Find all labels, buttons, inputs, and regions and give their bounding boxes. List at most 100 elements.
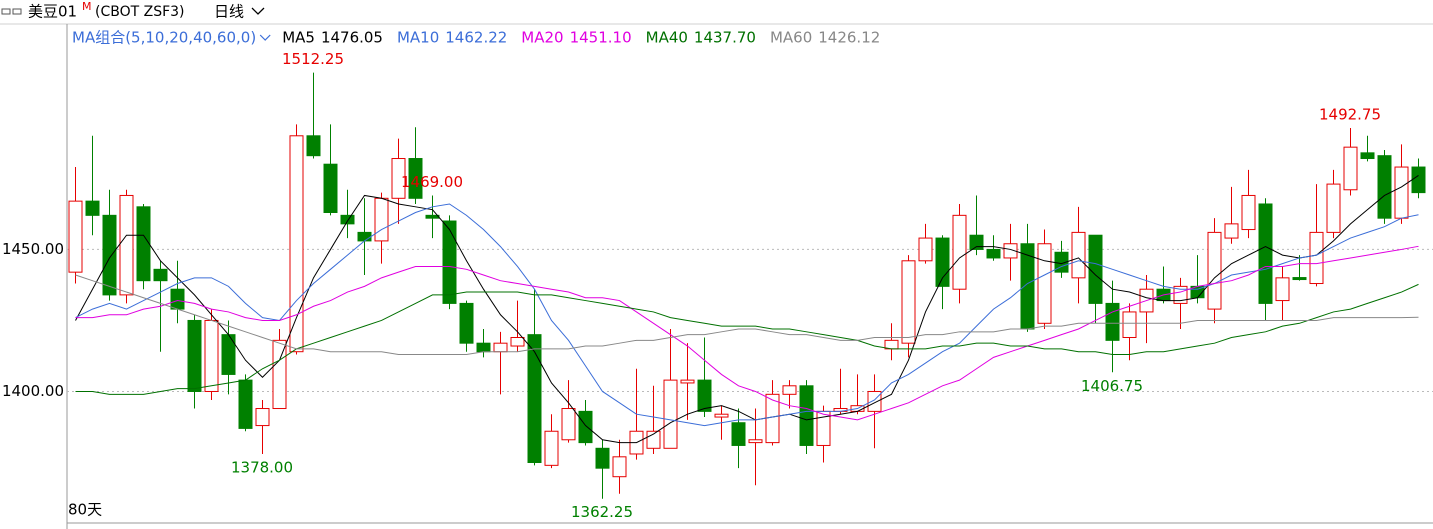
candle-body — [102, 214, 117, 296]
extreme-label: 1406.75 — [1081, 377, 1143, 395]
candle-body — [119, 194, 134, 296]
candle-body — [1343, 146, 1358, 191]
candle-body — [1105, 302, 1120, 341]
candle-body — [867, 390, 882, 412]
extreme-label: 1469.00 — [401, 173, 463, 191]
candle-body — [136, 206, 151, 282]
candle-body — [612, 456, 627, 478]
candle-body — [425, 214, 440, 219]
candle-body — [1309, 231, 1324, 285]
legend-name: MA5 — [282, 29, 315, 47]
ma-line — [75, 274, 1419, 356]
menu-icon — [1, 8, 22, 15]
legend-value: 1476.05 — [321, 29, 383, 47]
period-chevron[interactable] — [251, 7, 265, 15]
title-mark: M — [82, 0, 92, 13]
ma-group[interactable]: MA组合(5,10,20,40,60,0) — [72, 29, 256, 47]
candle-body — [595, 447, 610, 469]
candle-body — [731, 422, 746, 446]
extreme-label: 1378.00 — [231, 458, 293, 476]
candle-body — [306, 135, 321, 157]
candle-body — [782, 385, 797, 395]
candle-body — [1258, 203, 1273, 304]
period[interactable]: 日线 — [214, 3, 244, 21]
candle-body — [1275, 277, 1290, 302]
code: (CBOT ZSF3) — [95, 4, 185, 20]
title: 美豆01 — [28, 3, 77, 21]
legend-name: MA40 — [646, 29, 688, 47]
candle-body — [1207, 231, 1222, 310]
extreme-label: 1512.25 — [282, 50, 344, 68]
legend-name: MA20 — [521, 29, 563, 47]
ma-line — [75, 175, 1419, 444]
legend-name: MA60 — [770, 29, 812, 47]
candle-body — [935, 237, 950, 287]
candle-body — [1003, 243, 1018, 259]
candle-body — [357, 231, 372, 242]
candle-body — [1394, 166, 1409, 219]
candle-body — [1037, 243, 1052, 324]
candle-body — [153, 268, 168, 282]
legend-value: 1426.12 — [818, 29, 880, 47]
candle-body — [969, 234, 984, 250]
candle-body — [289, 135, 304, 353]
legend: MA组合(5,10,20,40,60,0) MA5 1476.05 MA10 1462… — [72, 29, 880, 47]
legend-chevron — [259, 34, 271, 41]
candle-body — [714, 413, 729, 418]
candle-body — [255, 408, 270, 427]
candle-body — [204, 319, 219, 392]
candle-body — [1292, 277, 1307, 281]
ma-line — [75, 245, 1419, 421]
extreme-label: 1492.75 — [1319, 105, 1381, 123]
candle-body — [799, 385, 814, 446]
candle-body — [1360, 152, 1375, 160]
candle-body — [952, 214, 967, 290]
candle-body — [1377, 155, 1392, 219]
candle-body — [323, 163, 338, 213]
ma-line — [75, 283, 1419, 395]
candle-body — [1088, 234, 1103, 304]
candle-body — [476, 342, 491, 353]
legend-name: MA10 — [397, 29, 439, 47]
candle-body — [561, 408, 576, 441]
candle-body — [748, 439, 763, 444]
ma-line — [75, 203, 1419, 427]
footer: 80天 — [68, 501, 102, 519]
candle-body — [527, 334, 542, 463]
y-tick-label: 1400.00 — [2, 382, 64, 400]
candle-body — [1411, 166, 1426, 194]
candle-body — [901, 260, 916, 344]
candle-body — [986, 248, 1001, 259]
candle-body — [1224, 223, 1239, 239]
candle-body — [1241, 194, 1256, 231]
candle-body — [1071, 231, 1086, 279]
candle-body — [408, 158, 423, 199]
candle-body — [493, 342, 508, 353]
candle-body — [170, 288, 185, 310]
candle-body — [374, 197, 389, 242]
legend-value: 1462.22 — [445, 29, 507, 47]
candle-body — [1326, 183, 1341, 233]
candle-body — [680, 379, 695, 384]
candle-body — [85, 200, 100, 216]
legend-value: 1451.10 — [570, 29, 632, 47]
candle-body — [238, 379, 253, 429]
legend-value: 1437.70 — [694, 29, 756, 47]
candle-body — [663, 379, 678, 449]
candle-body — [918, 237, 933, 262]
candle-body — [1122, 311, 1137, 339]
candle-body — [578, 410, 593, 444]
extreme-label: 1362.25 — [571, 503, 633, 521]
candle-body — [187, 319, 202, 392]
candle-body — [884, 339, 899, 350]
candle-body — [272, 339, 287, 410]
candle-body — [459, 302, 474, 344]
candle-body — [391, 158, 406, 199]
candle-body — [544, 430, 559, 466]
candle-body — [442, 220, 457, 304]
candle-body — [340, 214, 355, 225]
candle-body — [510, 337, 525, 347]
y-tick-label: 1450.00 — [2, 240, 64, 258]
